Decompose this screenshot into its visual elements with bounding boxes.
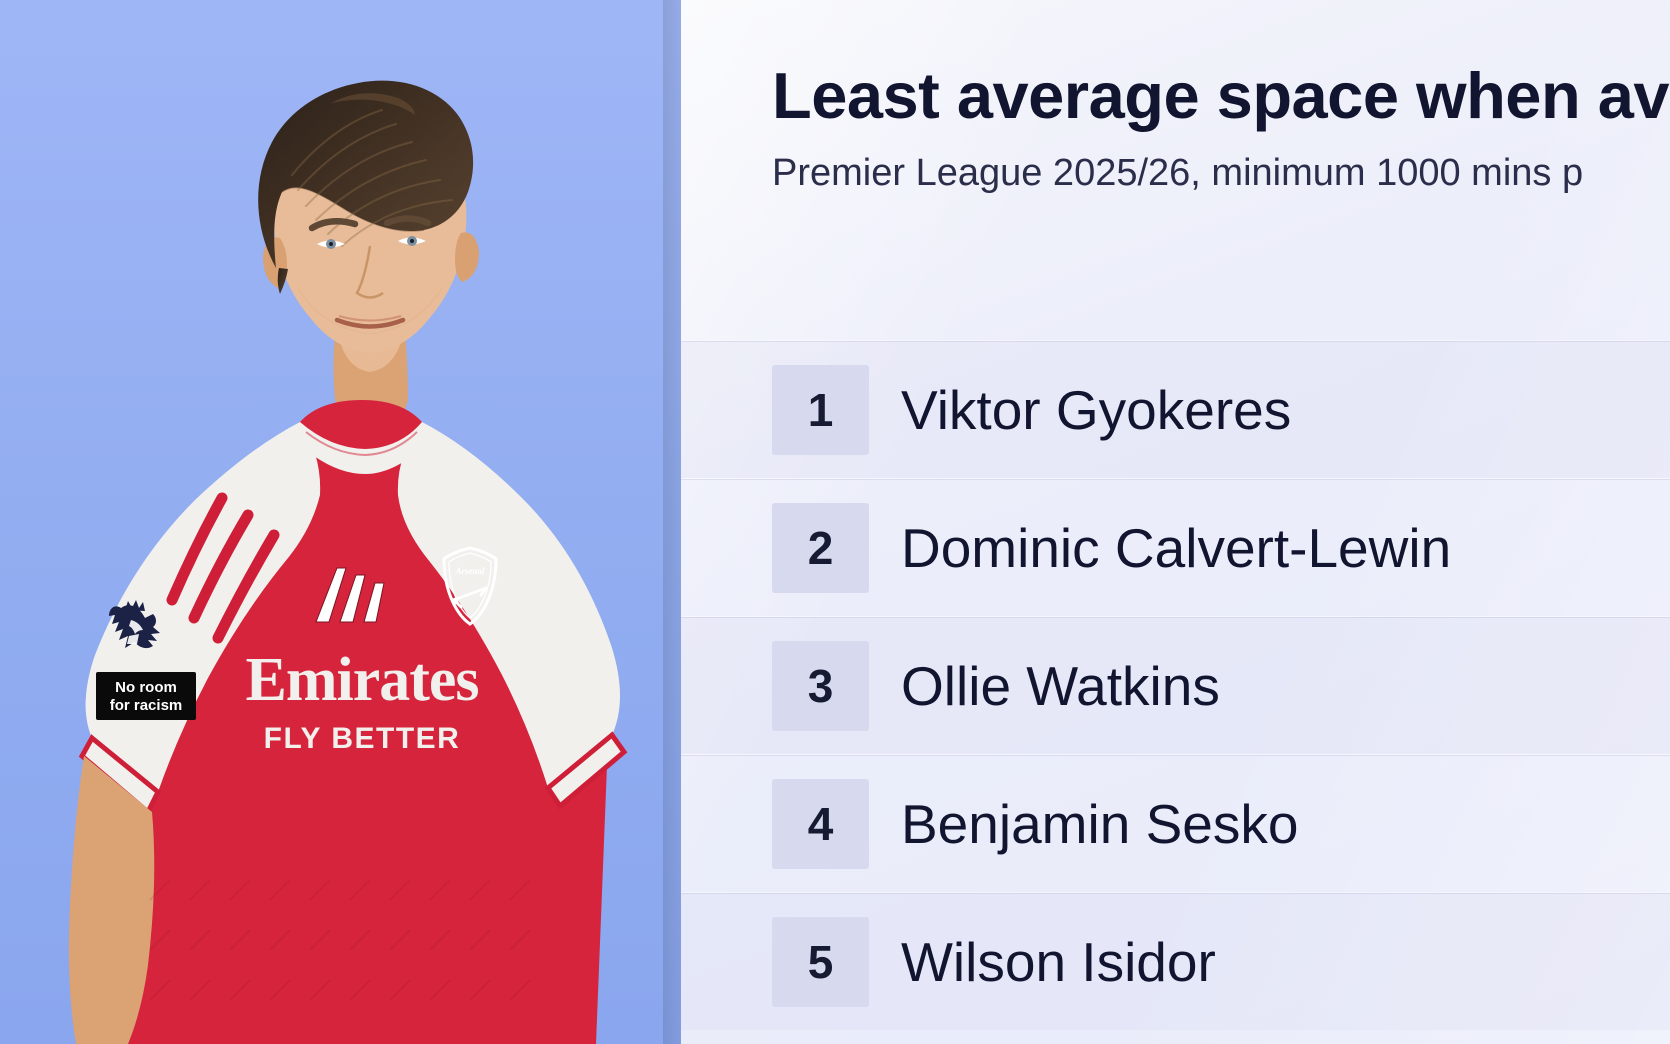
svg-text:for racism: for racism <box>110 697 183 714</box>
svg-text:FLY BETTER: FLY BETTER <box>264 722 461 755</box>
svg-text:Arsenal: Arsenal <box>454 566 485 576</box>
svg-text:Emirates: Emirates <box>245 646 478 714</box>
svg-text:No room: No room <box>115 679 177 696</box>
